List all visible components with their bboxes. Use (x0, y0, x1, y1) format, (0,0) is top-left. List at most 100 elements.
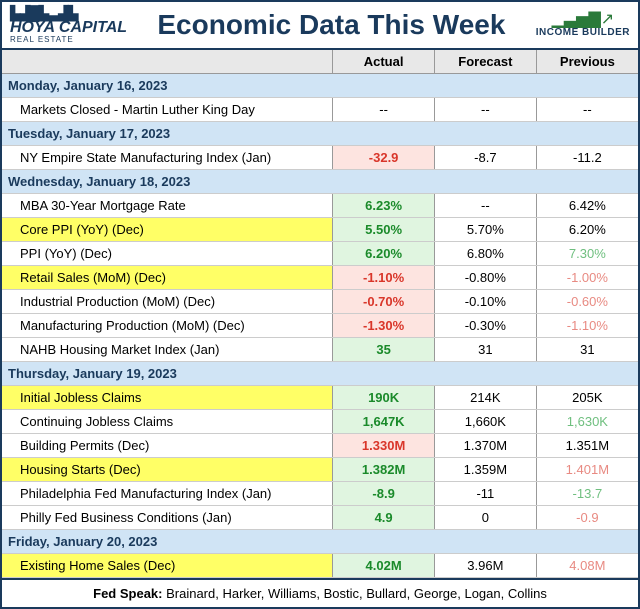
row-actual: 1.382M (333, 458, 435, 482)
row-forecast: -11 (434, 482, 536, 506)
col-actual: Actual (333, 49, 435, 74)
row-name: Core PPI (YoY) (Dec) (2, 218, 333, 242)
day-header: Wednesday, January 18, 2023 (2, 170, 638, 194)
row-actual: 4.02M (333, 554, 435, 578)
logo-left-line2: REAL ESTATE (10, 36, 127, 44)
row-forecast: 1.359M (434, 458, 536, 482)
row-forecast: -- (434, 194, 536, 218)
row-name: Building Permits (Dec) (2, 434, 333, 458)
day-label: Monday, January 16, 2023 (2, 74, 638, 98)
col-previous: Previous (536, 49, 638, 74)
header-bar: ▙▟█▙▃▟▙ HOYA CAPITAL REAL ESTATE Economi… (2, 2, 638, 48)
table-row: Retail Sales (MoM) (Dec) -1.10% -0.80% -… (2, 266, 638, 290)
table-row: Existing Home Sales (Dec) 4.02M 3.96M 4.… (2, 554, 638, 578)
row-actual: 6.20% (333, 242, 435, 266)
row-previous: 1.401M (536, 458, 638, 482)
row-actual: 1.330M (333, 434, 435, 458)
row-previous: 7.30% (536, 242, 638, 266)
economic-data-table: Actual Forecast Previous Monday, January… (2, 48, 638, 578)
skyline-icon: ▙▟█▙▃▟▙ (10, 6, 127, 20)
page-title: Economic Data This Week (127, 9, 536, 41)
row-forecast: -0.30% (434, 314, 536, 338)
row-actual: 5.50% (333, 218, 435, 242)
row-forecast: 1.370M (434, 434, 536, 458)
row-forecast: 3.96M (434, 554, 536, 578)
row-previous: 31 (536, 338, 638, 362)
table-row: Philly Fed Business Conditions (Jan) 4.9… (2, 506, 638, 530)
table-row: Core PPI (YoY) (Dec) 5.50% 5.70% 6.20% (2, 218, 638, 242)
row-previous: -13.7 (536, 482, 638, 506)
row-name: MBA 30-Year Mortgage Rate (2, 194, 333, 218)
row-name: Philadelphia Fed Manufacturing Index (Ja… (2, 482, 333, 506)
row-forecast: 1,660K (434, 410, 536, 434)
row-name: Continuing Jobless Claims (2, 410, 333, 434)
row-name: Manufacturing Production (MoM) (Dec) (2, 314, 333, 338)
row-forecast: -0.10% (434, 290, 536, 314)
table-row: Manufacturing Production (MoM) (Dec) -1.… (2, 314, 638, 338)
row-previous: 205K (536, 386, 638, 410)
row-name: Philly Fed Business Conditions (Jan) (2, 506, 333, 530)
row-name: PPI (YoY) (Dec) (2, 242, 333, 266)
row-actual: 190K (333, 386, 435, 410)
row-name: Industrial Production (MoM) (Dec) (2, 290, 333, 314)
row-previous: -- (536, 98, 638, 122)
income-builder-logo: ▁▃▅▇↗ INCOME BUILDER (536, 12, 630, 38)
row-forecast: -- (434, 98, 536, 122)
row-name: Initial Jobless Claims (2, 386, 333, 410)
col-forecast: Forecast (434, 49, 536, 74)
footer: Fed Speak: Brainard, Harker, Williams, B… (2, 578, 638, 607)
table-row: NY Empire State Manufacturing Index (Jan… (2, 146, 638, 170)
footer-text: Brainard, Harker, Williams, Bostic, Bull… (162, 586, 546, 601)
row-actual: 1,647K (333, 410, 435, 434)
row-forecast: 5.70% (434, 218, 536, 242)
row-forecast: -0.80% (434, 266, 536, 290)
row-previous: 1.351M (536, 434, 638, 458)
table-row: NAHB Housing Market Index (Jan) 35 31 31 (2, 338, 638, 362)
row-forecast: 6.80% (434, 242, 536, 266)
day-label: Tuesday, January 17, 2023 (2, 122, 638, 146)
row-name: Existing Home Sales (Dec) (2, 554, 333, 578)
table-row: Building Permits (Dec) 1.330M 1.370M 1.3… (2, 434, 638, 458)
day-label: Wednesday, January 18, 2023 (2, 170, 638, 194)
row-actual: -8.9 (333, 482, 435, 506)
table-row: Industrial Production (MoM) (Dec) -0.70%… (2, 290, 638, 314)
logo-left-line1: HOYA CAPITAL (10, 20, 127, 36)
table-row: MBA 30-Year Mortgage Rate 6.23% -- 6.42% (2, 194, 638, 218)
row-name: NY Empire State Manufacturing Index (Jan… (2, 146, 333, 170)
row-actual: -32.9 (333, 146, 435, 170)
row-forecast: -8.7 (434, 146, 536, 170)
row-forecast: 0 (434, 506, 536, 530)
row-previous: 1,630K (536, 410, 638, 434)
footer-label: Fed Speak: (93, 586, 162, 601)
row-actual: -1.10% (333, 266, 435, 290)
row-name: Retail Sales (MoM) (Dec) (2, 266, 333, 290)
row-actual: -- (333, 98, 435, 122)
row-actual: 6.23% (333, 194, 435, 218)
row-previous: -1.00% (536, 266, 638, 290)
row-name: Markets Closed - Martin Luther King Day (2, 98, 333, 122)
day-header: Tuesday, January 17, 2023 (2, 122, 638, 146)
table-row: Housing Starts (Dec) 1.382M 1.359M 1.401… (2, 458, 638, 482)
row-previous: 6.20% (536, 218, 638, 242)
row-previous: -11.2 (536, 146, 638, 170)
row-actual: -0.70% (333, 290, 435, 314)
column-header-row: Actual Forecast Previous (2, 49, 638, 74)
economic-data-table-container: ▙▟█▙▃▟▙ HOYA CAPITAL REAL ESTATE Economi… (0, 0, 640, 609)
table-row: Markets Closed - Martin Luther King Day … (2, 98, 638, 122)
row-previous: 6.42% (536, 194, 638, 218)
day-header: Friday, January 20, 2023 (2, 530, 638, 554)
day-label: Thursday, January 19, 2023 (2, 362, 638, 386)
chart-icon: ▁▃▅▇↗ (536, 12, 630, 28)
row-actual: 35 (333, 338, 435, 362)
row-previous: -0.9 (536, 506, 638, 530)
table-row: Continuing Jobless Claims 1,647K 1,660K … (2, 410, 638, 434)
day-label: Friday, January 20, 2023 (2, 530, 638, 554)
table-row: PPI (YoY) (Dec) 6.20% 6.80% 7.30% (2, 242, 638, 266)
hoya-capital-logo: ▙▟█▙▃▟▙ HOYA CAPITAL REAL ESTATE (10, 6, 127, 44)
row-name: NAHB Housing Market Index (Jan) (2, 338, 333, 362)
day-header: Thursday, January 19, 2023 (2, 362, 638, 386)
day-header: Monday, January 16, 2023 (2, 74, 638, 98)
col-name (2, 49, 333, 74)
row-actual: -1.30% (333, 314, 435, 338)
row-forecast: 31 (434, 338, 536, 362)
